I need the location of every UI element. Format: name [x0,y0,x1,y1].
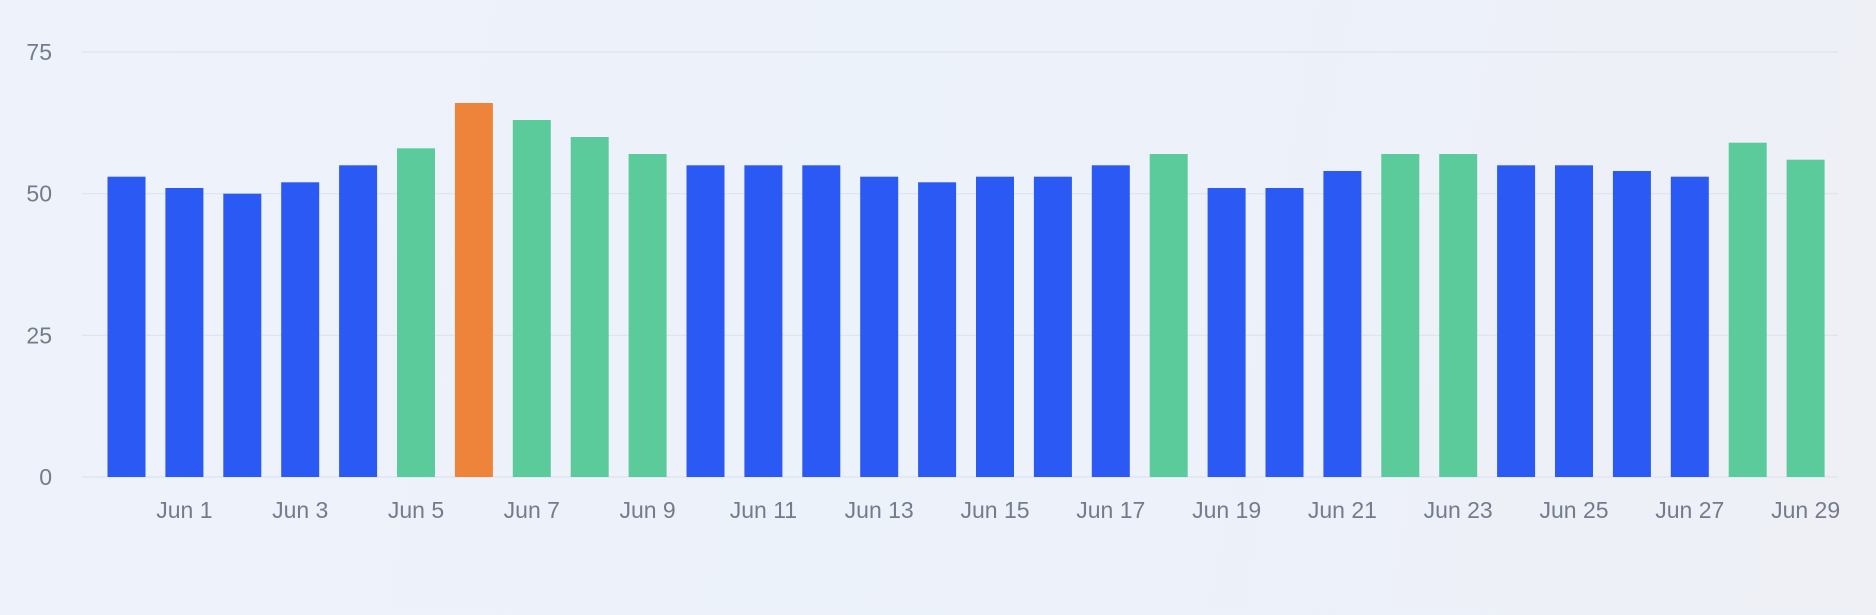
bar[interactable]: Jun 10: 55 [686,165,725,478]
bar[interactable]: May 31: 53 [107,176,146,477]
bar[interactable]: Jun 18: 57 [1149,154,1188,477]
bar[interactable]: Jun 8: 60 [570,137,609,477]
x-axis: Jun 1 Jun 3 Jun 5 Jun 7 Jun 9 Jun 11 Jun 13 Jun… [156,497,1840,523]
bar[interactable]: Jun 14: 52 [918,182,957,478]
bar[interactable]: Jun 23: 57 [1439,154,1478,477]
x-tick-label: Jun 3 [272,497,328,523]
bar[interactable]: Jun 4: 55 [339,165,378,478]
bar[interactable]: Jun 17: 55 [1091,165,1130,478]
x-tick-label: Jun 9 [619,497,675,523]
x-tick-label: Jun 29 [1771,497,1840,523]
bar[interactable]: Jun 20: 51 [1265,188,1304,477]
y-tick-label: 75 [26,39,52,65]
x-tick-label: Jun 1 [156,497,212,523]
bar[interactable]: Jun 3: 52 [281,182,320,478]
bar[interactable]: Jun 22: 57 [1381,154,1420,477]
bar[interactable]: Jun 28: 59 [1728,142,1767,477]
x-tick-label: Jun 27 [1655,497,1724,523]
bar[interactable]: Jun 21: 54 [1323,171,1362,477]
bar[interactable]: Jun 5: 58 [397,148,435,478]
bar[interactable]: Jun 26: 54 [1612,171,1651,477]
x-tick-label: Jun 25 [1539,497,1608,523]
x-tick-label: Jun 17 [1076,497,1145,523]
y-tick-label: 50 [26,181,52,207]
x-tick-label: Jun 21 [1308,497,1377,523]
x-tick-label: Jun 5 [388,497,444,523]
bar[interactable]: Jun 16: 53 [1033,176,1072,477]
x-tick-label: Jun 7 [504,497,560,523]
bar[interactable]: Jun 2: 50 [223,193,262,477]
x-tick-label: Jun 11 [730,497,797,523]
bar[interactable]: Jun 25: 55 [1555,165,1593,478]
x-tick-label: Jun 23 [1424,497,1493,523]
y-tick-label: 0 [39,464,52,490]
bar[interactable]: Jun 27: 53 [1670,176,1709,477]
bar[interactable]: Jun 6: 66 [454,103,493,477]
bar[interactable]: Jun 7: 63 [512,120,551,477]
bar[interactable]: Jun 15: 53 [976,176,1014,477]
bar[interactable]: Jun 29: 56 [1786,159,1825,477]
bar[interactable]: Jun 11: 55 [744,165,783,478]
x-tick-label: Jun 15 [960,497,1029,523]
bar[interactable]: Jun 24: 55 [1497,165,1536,478]
y-axis: 0 25 50 75 [26,39,52,490]
bar[interactable]: Jun 13: 53 [860,176,899,477]
bar[interactable]: Jun 12: 55 [802,165,841,478]
x-tick-label: Jun 13 [845,497,914,523]
bar[interactable]: Jun 19: 51 [1207,188,1246,477]
y-tick-label: 25 [26,322,52,348]
x-tick-label: Jun 19 [1192,497,1261,523]
bars: May 31: 53 Jun 1: 51 Jun 2: 50 Jun 3: 52 Jun… [107,103,1825,478]
bar[interactable]: Jun 9: 57 [628,154,667,477]
bar[interactable]: Jun 1: 51 [165,188,204,477]
